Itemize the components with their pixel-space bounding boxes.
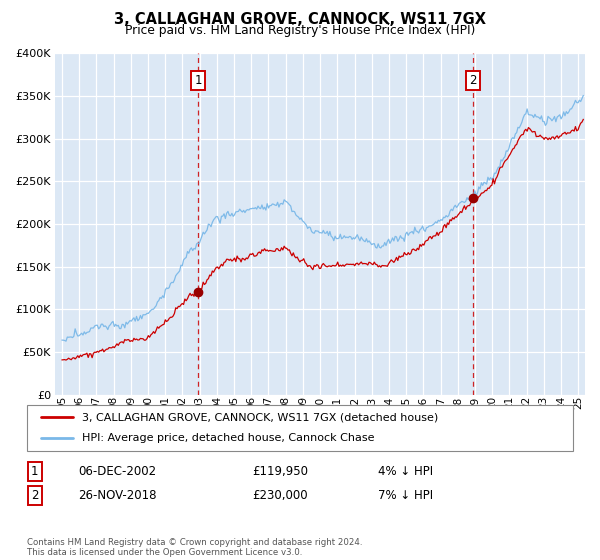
Text: 3, CALLAGHAN GROVE, CANNOCK, WS11 7GX: 3, CALLAGHAN GROVE, CANNOCK, WS11 7GX [114,12,486,27]
Text: £119,950: £119,950 [252,465,308,478]
Text: 2: 2 [31,489,38,502]
Text: 06-DEC-2002: 06-DEC-2002 [78,465,156,478]
Text: Contains HM Land Registry data © Crown copyright and database right 2024.
This d: Contains HM Land Registry data © Crown c… [27,538,362,557]
Text: 2: 2 [469,74,477,87]
Text: 26-NOV-2018: 26-NOV-2018 [78,489,157,502]
Text: £230,000: £230,000 [252,489,308,502]
Text: Price paid vs. HM Land Registry's House Price Index (HPI): Price paid vs. HM Land Registry's House … [125,24,475,36]
Text: 7% ↓ HPI: 7% ↓ HPI [378,489,433,502]
Text: 3, CALLAGHAN GROVE, CANNOCK, WS11 7GX (detached house): 3, CALLAGHAN GROVE, CANNOCK, WS11 7GX (d… [82,412,438,422]
Text: 1: 1 [194,74,202,87]
Text: HPI: Average price, detached house, Cannock Chase: HPI: Average price, detached house, Cann… [82,433,374,444]
Text: 1: 1 [31,465,38,478]
FancyBboxPatch shape [27,405,573,451]
Text: 4% ↓ HPI: 4% ↓ HPI [378,465,433,478]
